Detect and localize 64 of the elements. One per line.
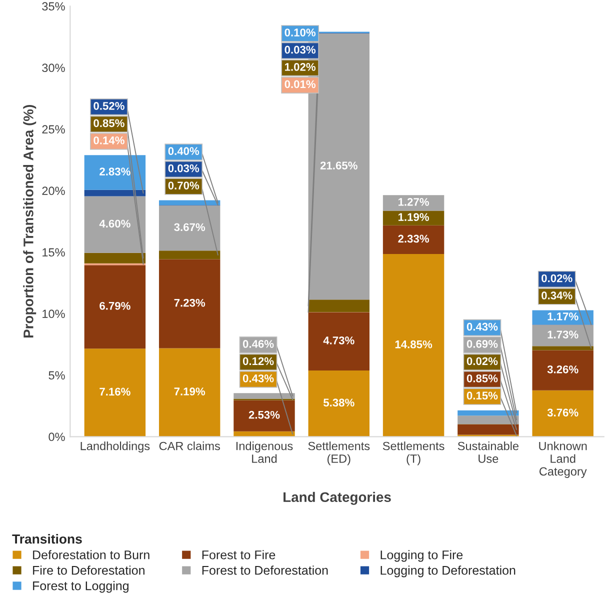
data-label: 0.03%	[284, 46, 316, 54]
data-label: 0.43%	[242, 374, 274, 382]
data-label: 1.17%	[548, 312, 578, 320]
data-label: 0.14%	[94, 136, 124, 144]
x-tick-label: Indigenous Land	[236, 442, 293, 463]
legend-label: Fire to Deforestation	[33, 566, 144, 575]
legend-title: Transitions	[12, 534, 82, 544]
legend-label: Forest to Logging	[33, 581, 128, 593]
data-label: 2.83%	[100, 168, 130, 176]
legend-label: Forest to Deforestation	[202, 566, 328, 575]
data-label: 7.23%	[174, 298, 206, 307]
data-label: 0.34%	[542, 292, 572, 300]
data-label: 5.38%	[323, 398, 354, 407]
data-label: 0.40%	[168, 147, 200, 156]
y-tick-label: 35%	[42, 2, 65, 11]
data-label: 0.70%	[168, 182, 200, 190]
y-axis-title: Proportion of Transitioned Area (%)	[23, 105, 36, 338]
data-label: 0.03%	[168, 164, 200, 172]
x-tick-label: Settlements (T)	[382, 442, 444, 466]
legend-label: Logging to Deforestation	[380, 566, 516, 578]
data-label: 2.33%	[398, 234, 429, 243]
x-tick-label: Unknown Land Category	[539, 442, 587, 478]
data-label: 0.52%	[94, 102, 124, 110]
data-label: 0.12%	[242, 357, 274, 366]
data-label: 2.53%	[248, 410, 280, 419]
x-tick-label: CAR claims	[159, 442, 220, 450]
data-label: 1.73%	[548, 330, 578, 338]
legend-label: Logging to Fire	[380, 550, 463, 562]
data-label: 3.67%	[174, 223, 206, 232]
legend-label: Deforestation to Burn	[33, 550, 150, 560]
data-label: 21.65%	[320, 162, 358, 170]
data-label: 14.85%	[395, 340, 432, 348]
data-label: 4.60%	[99, 220, 130, 228]
y-tick-label: 0%	[48, 432, 65, 442]
data-label: 7.19%	[174, 388, 206, 396]
y-tick-label: 30%	[42, 64, 65, 72]
data-label: 0.02%	[466, 357, 498, 366]
data-label: 3.26%	[547, 365, 578, 374]
data-label: 0.02%	[542, 274, 572, 282]
legend-label: Forest to Fire	[202, 550, 276, 560]
data-label: 0.85%	[466, 374, 498, 382]
data-label: 1.27%	[398, 198, 429, 206]
x-tick-label: Landholdings	[80, 442, 150, 453]
data-label: 0.43%	[466, 322, 498, 331]
data-label: 1.19%	[398, 213, 429, 221]
x-tick-label: Settlements (ED)	[308, 442, 370, 466]
y-tick-label: 5%	[48, 371, 65, 380]
y-tick-label: 25%	[42, 125, 65, 134]
data-label: 7.16%	[100, 388, 130, 396]
data-label: 3.76%	[547, 408, 578, 417]
data-label: 0.46%	[242, 340, 274, 348]
data-label: 0.10%	[284, 28, 316, 36]
data-label: 0.01%	[284, 80, 316, 88]
y-tick-label: 20%	[42, 186, 65, 196]
x-axis-title: Land Categories	[284, 492, 391, 505]
data-label: 1.02%	[285, 63, 316, 71]
y-tick-label: 10%	[42, 310, 65, 318]
y-tick-label: 15%	[42, 248, 65, 257]
x-tick-label: Sustainable Use	[458, 442, 519, 463]
data-label: 6.79%	[100, 302, 130, 310]
data-label: 4.73%	[323, 336, 354, 344]
data-label: 0.69%	[466, 340, 498, 348]
data-label: 0.15%	[466, 392, 498, 400]
data-label: 0.85%	[94, 119, 124, 128]
